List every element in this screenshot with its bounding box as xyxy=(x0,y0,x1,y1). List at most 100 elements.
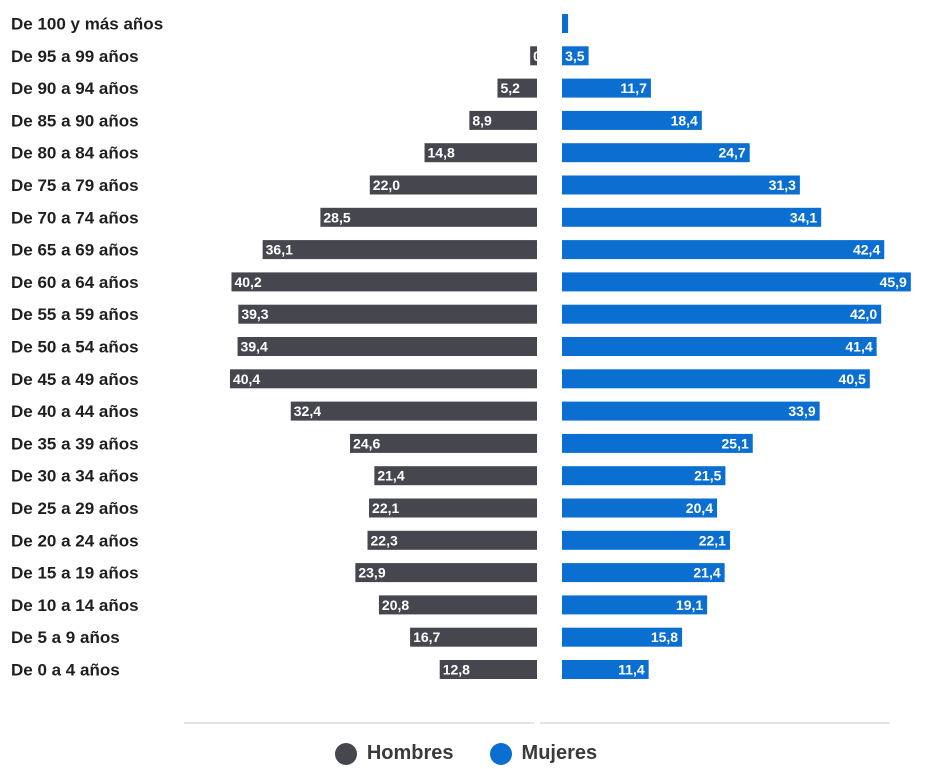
category-label: De 55 a 59 años xyxy=(11,305,139,324)
data-label-hombres: 28,5 xyxy=(323,209,350,225)
data-label-hombres: 16,7 xyxy=(413,629,440,645)
bar-mujeres xyxy=(562,498,718,518)
bar-hombres xyxy=(424,143,537,163)
bar-mujeres xyxy=(562,627,683,647)
bar-mujeres xyxy=(562,78,651,98)
data-label-mujeres: 11,4 xyxy=(618,662,645,678)
data-label-mujeres: 40,5 xyxy=(839,371,866,387)
data-label-hombres: 0,9 xyxy=(533,48,553,64)
bar-mujeres xyxy=(562,272,911,292)
bar-mujeres xyxy=(562,143,750,163)
data-label-hombres: 24,6 xyxy=(353,435,380,451)
bar-hombres xyxy=(369,498,537,518)
legend-label-mujeres: Mujeres xyxy=(521,742,598,764)
data-label-mujeres: 25,1 xyxy=(722,435,749,451)
data-label-hombres: 22,0 xyxy=(373,177,400,193)
data-label-hombres: 20,8 xyxy=(382,597,409,613)
bar-hombres xyxy=(439,660,537,679)
data-label-hombres: 22,3 xyxy=(371,532,398,548)
data-label-hombres: 21,4 xyxy=(377,468,404,484)
data-label-hombres: 40,2 xyxy=(234,274,261,290)
data-label-mujeres: 20,4 xyxy=(686,500,713,516)
bar-hombres xyxy=(469,110,537,130)
data-label-hombres: 40,4 xyxy=(233,371,260,387)
bar-mujeres xyxy=(562,369,870,389)
legend-swatch-mujeres xyxy=(489,742,512,765)
legend-swatch-hombres xyxy=(334,742,357,765)
data-label-mujeres: 42,0 xyxy=(850,306,877,322)
data-label-hombres: 36,1 xyxy=(266,242,293,258)
category-label: De 5 a 9 años xyxy=(11,628,120,647)
data-label-mujeres: 34,1 xyxy=(790,209,817,225)
bar-hombres xyxy=(355,563,537,583)
bar-mujeres xyxy=(562,46,589,66)
bar-hombres xyxy=(378,595,537,615)
data-label-hombres: 23,9 xyxy=(358,565,385,581)
data-label-mujeres: 3,5 xyxy=(565,48,585,64)
legend-item-mujeres: Mujeres xyxy=(489,742,598,765)
bar-mujeres xyxy=(562,240,885,260)
legend-item-hombres: Hombres xyxy=(334,742,454,765)
category-label: De 10 a 14 años xyxy=(11,596,139,615)
category-label: De 65 a 69 años xyxy=(11,241,139,260)
bar-hombres xyxy=(229,369,537,389)
category-label: De 85 a 90 años xyxy=(11,111,139,130)
category-label: De 95 a 99 años xyxy=(11,47,139,66)
bar-mujeres xyxy=(562,110,702,130)
data-label-mujeres: 41,4 xyxy=(845,339,872,355)
bar-mujeres xyxy=(562,14,569,33)
data-label-mujeres: 21,4 xyxy=(693,565,720,581)
bar-mujeres xyxy=(562,433,753,453)
category-label: De 15 a 19 años xyxy=(11,564,139,583)
legend: Hombres Mujeres xyxy=(0,742,932,765)
bar-hombres xyxy=(497,78,537,98)
bar-hombres xyxy=(262,240,537,260)
data-label-hombres: 39,3 xyxy=(241,306,268,322)
data-label-hombres: 32,4 xyxy=(294,403,321,419)
data-label-hombres: 12,8 xyxy=(443,662,470,678)
category-label: De 40 a 44 años xyxy=(11,402,139,421)
data-label-hombres: 5,2 xyxy=(500,80,520,96)
bar-hombres xyxy=(369,175,537,195)
category-label: De 25 a 29 años xyxy=(11,499,139,518)
legend-label-hombres: Hombres xyxy=(366,742,454,764)
data-label-hombres: 14,8 xyxy=(428,145,455,161)
data-label-hombres: 22,1 xyxy=(372,500,399,516)
bar-hombres xyxy=(231,272,538,292)
data-label-mujeres: 22,1 xyxy=(699,532,726,548)
bar-mujeres xyxy=(562,304,882,324)
bar-hombres xyxy=(530,46,537,66)
bar-mujeres xyxy=(562,207,822,227)
data-label-mujeres: 31,3 xyxy=(769,177,796,193)
bar-hombres xyxy=(374,466,537,486)
bar-mujeres xyxy=(562,401,820,421)
category-label: De 30 a 34 años xyxy=(11,467,139,486)
category-label: De 75 a 79 años xyxy=(11,176,139,195)
bar-hombres xyxy=(410,627,537,647)
data-label-mujeres: 21,5 xyxy=(694,468,721,484)
bar-mujeres xyxy=(562,175,800,195)
data-label-mujeres: 45,9 xyxy=(880,274,907,290)
data-label-hombres: 39,4 xyxy=(241,339,268,355)
bar-mujeres xyxy=(562,595,708,615)
data-label-mujeres: 33,9 xyxy=(788,403,815,419)
category-label: De 45 a 49 años xyxy=(11,370,139,389)
category-label: De 60 a 64 años xyxy=(11,273,139,292)
category-label: De 20 a 24 años xyxy=(11,531,139,550)
bar-hombres xyxy=(237,337,537,356)
bar-mujeres xyxy=(562,660,649,679)
bar-hombres xyxy=(367,530,537,550)
category-label: De 35 a 39 años xyxy=(11,434,139,453)
bar-hombres xyxy=(290,401,537,421)
bar-mujeres xyxy=(562,563,725,583)
data-label-mujeres: 24,7 xyxy=(718,145,745,161)
category-label: De 80 a 84 años xyxy=(11,144,139,163)
data-label-mujeres: 18,4 xyxy=(671,112,698,128)
bar-hombres xyxy=(350,433,537,453)
bar-hombres xyxy=(238,304,537,324)
bar-hombres xyxy=(320,207,537,227)
bar-mujeres xyxy=(562,530,730,550)
data-label-mujeres: 19,1 xyxy=(676,597,703,613)
bar-mujeres xyxy=(562,337,877,356)
